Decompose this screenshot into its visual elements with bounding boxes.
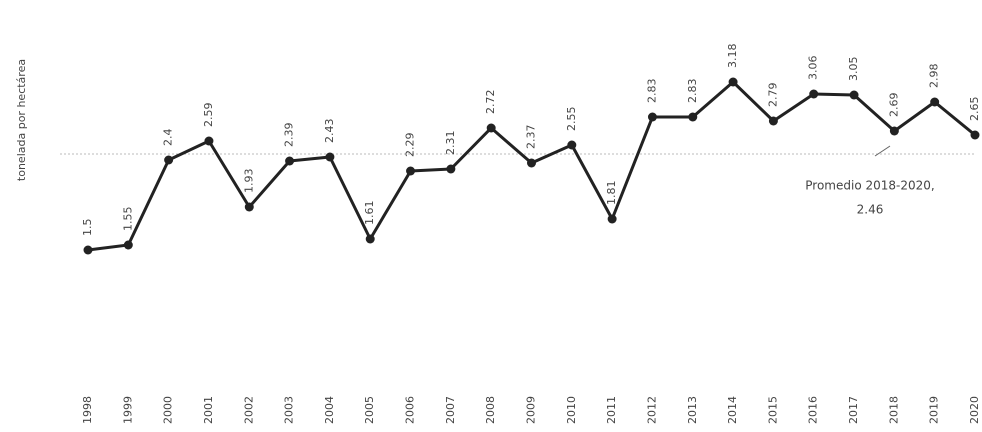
- data-label: 1.55: [121, 207, 134, 232]
- x-tick-label: 1998: [81, 396, 94, 424]
- x-tick-label: 2004: [323, 396, 336, 424]
- point: [970, 130, 980, 140]
- x-tick-label: 2018: [887, 396, 900, 424]
- annotation-pointer: [874, 145, 891, 157]
- point: [406, 166, 416, 176]
- data-label: 2.43: [323, 119, 336, 144]
- x-tick-label: 2003: [283, 396, 296, 424]
- x-tick-label: 2015: [766, 396, 779, 424]
- point: [647, 112, 657, 122]
- data-label: 2.39: [283, 123, 296, 148]
- data-label: 1.93: [242, 169, 255, 193]
- data-label: 2.83: [645, 79, 658, 104]
- x-tick-label: 2014: [726, 396, 739, 424]
- data-label: 2.59: [202, 103, 215, 128]
- x-tick-label: 2002: [242, 396, 255, 424]
- point: [607, 214, 617, 224]
- point: [285, 156, 295, 166]
- x-tick-label: 2009: [525, 396, 538, 424]
- point: [930, 97, 940, 107]
- point: [527, 158, 536, 168]
- point: [889, 126, 899, 136]
- data-label: 3.18: [726, 44, 739, 69]
- x-tick-label: 2006: [404, 396, 417, 424]
- data-label: 2.65: [968, 97, 981, 122]
- data-label: 2.55: [565, 107, 578, 132]
- y-axis-label: tonelada por hectárea: [15, 59, 28, 181]
- data-label: 2.79: [766, 83, 779, 108]
- point: [567, 140, 577, 150]
- point: [849, 90, 859, 100]
- point: [728, 77, 738, 87]
- point: [164, 155, 174, 165]
- point: [809, 89, 819, 99]
- data-label: 2.31: [444, 131, 457, 156]
- x-tick-label: 2001: [202, 396, 215, 424]
- point: [204, 136, 214, 146]
- x-tick-label: 2005: [363, 396, 376, 424]
- point: [688, 112, 698, 122]
- point: [768, 116, 778, 126]
- data-label: 2.69: [887, 93, 900, 118]
- data-label: 2.98: [928, 64, 941, 89]
- point: [123, 240, 133, 250]
- x-tick-label: 2019: [928, 396, 941, 424]
- x-tick-label: 2008: [484, 396, 497, 424]
- data-label: 2.4: [162, 129, 175, 147]
- data-label: 3.06: [807, 56, 820, 81]
- x-tick-label: 2016: [807, 396, 820, 424]
- data-label: 2.72: [484, 90, 497, 115]
- x-tick-label: 2012: [645, 396, 658, 424]
- data-label: 1.81: [605, 181, 618, 206]
- point: [83, 245, 93, 255]
- x-tick-label: 2013: [686, 396, 699, 424]
- data-label: 2.37: [525, 125, 538, 150]
- x-tick-label: 2017: [847, 396, 860, 424]
- point: [486, 123, 496, 133]
- data-label: 1.61: [363, 201, 376, 226]
- point: [365, 234, 375, 244]
- data-label: 2.29: [404, 133, 417, 158]
- point: [244, 202, 254, 212]
- data-label: 3.05: [847, 57, 860, 82]
- data-label: 2.83: [686, 79, 699, 104]
- point: [325, 152, 335, 162]
- x-tick-label: 1999: [121, 396, 134, 424]
- x-tick-label: 2000: [162, 396, 175, 424]
- x-tick-label: 2011: [605, 396, 618, 424]
- x-tick-label: 2007: [444, 396, 457, 424]
- x-tick-label: 2020: [968, 396, 981, 424]
- data-label: 1.5: [81, 219, 94, 237]
- x-tick-label: 2010: [565, 396, 578, 424]
- point: [446, 164, 456, 174]
- annotation-text: Promedio 2018-2020,: [805, 179, 934, 193]
- annotation-value: 2.46: [857, 203, 884, 217]
